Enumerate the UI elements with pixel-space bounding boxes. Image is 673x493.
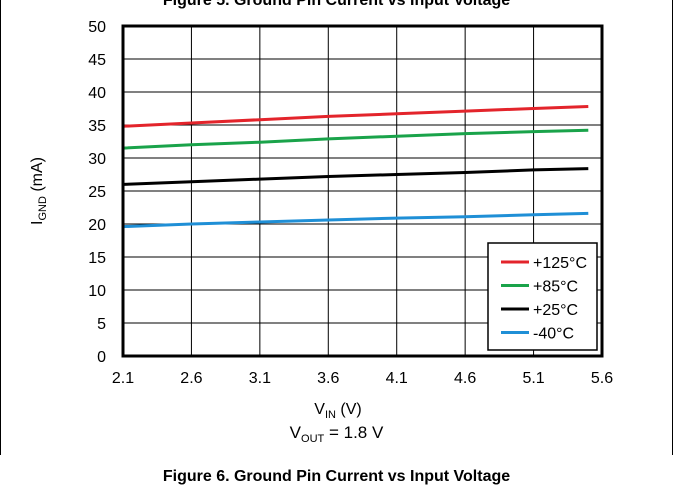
vout-rest: = 1.8 V xyxy=(324,423,384,442)
x-tick-label-6: 5.1 xyxy=(522,370,544,387)
y-tick-label-1: 5 xyxy=(97,316,106,333)
series-line-1 xyxy=(122,128,589,150)
x-tick-label-1: 2.6 xyxy=(180,370,202,387)
x-tick-label-5: 4.6 xyxy=(454,370,476,387)
vout-base: V xyxy=(289,423,302,442)
y-tick-label-3: 15 xyxy=(88,250,106,267)
legend-label-0: +125°C xyxy=(533,255,587,272)
figure-caption: Figure 6. Ground Pin Current vs Input Vo… xyxy=(162,468,511,485)
y-axis-label: IGND (mA) xyxy=(29,157,49,225)
y-axis-label-base: I xyxy=(29,221,46,225)
y-axis-label-unit: (mA) xyxy=(29,157,46,196)
y-tick-label-7: 35 xyxy=(88,118,106,135)
x-tick-label-0: 2.1 xyxy=(112,370,134,387)
plot-border xyxy=(121,24,604,358)
y-tick-label-9: 45 xyxy=(88,52,106,69)
series-lines xyxy=(122,105,589,229)
x-axis-label: VIN (V) xyxy=(314,401,361,421)
legend-label-2: +25°C xyxy=(533,302,578,319)
y-tick-label-2: 10 xyxy=(88,283,106,300)
series-line-3 xyxy=(122,211,589,229)
vout-condition: VOUT = 1.8 V xyxy=(0,423,673,445)
y-tick-label-0: 0 xyxy=(97,349,106,366)
y-tick-label-5: 25 xyxy=(88,184,106,201)
y-tick-label-10: 50 xyxy=(88,19,106,36)
series-line-2 xyxy=(122,167,589,186)
legend-label-3: -40°C xyxy=(533,326,574,343)
x-axis-label-unit: (V) xyxy=(336,401,362,418)
y-tick-labels: 0 5 10 15 20 25 30 35 40 45 50 xyxy=(88,19,106,366)
y-axis-label-sub: GND xyxy=(37,196,49,221)
legend: +125°C +85°C +25°C -40°C xyxy=(487,242,598,351)
y-tick-label-4: 20 xyxy=(88,217,106,234)
x-axis-label-sub: IN xyxy=(325,409,336,421)
x-tick-label-2: 3.1 xyxy=(249,370,271,387)
chart-title: Figure 5. Ground Pin Current vs Input Vo… xyxy=(162,0,511,9)
series-line-0 xyxy=(122,105,589,128)
x-tick-labels: 2.1 2.6 3.1 3.6 4.1 4.6 5.1 5.6 xyxy=(112,370,613,387)
y-tick-label-6: 30 xyxy=(88,151,106,168)
x-tick-label-7: 5.6 xyxy=(591,370,613,387)
x-tick-label-4: 4.1 xyxy=(386,370,408,387)
legend-label-1: +85°C xyxy=(533,279,578,296)
vout-sub: OUT xyxy=(301,433,325,445)
x-tick-label-3: 3.6 xyxy=(317,370,339,387)
y-tick-label-8: 40 xyxy=(88,85,106,102)
x-axis-label-base: V xyxy=(314,401,325,418)
